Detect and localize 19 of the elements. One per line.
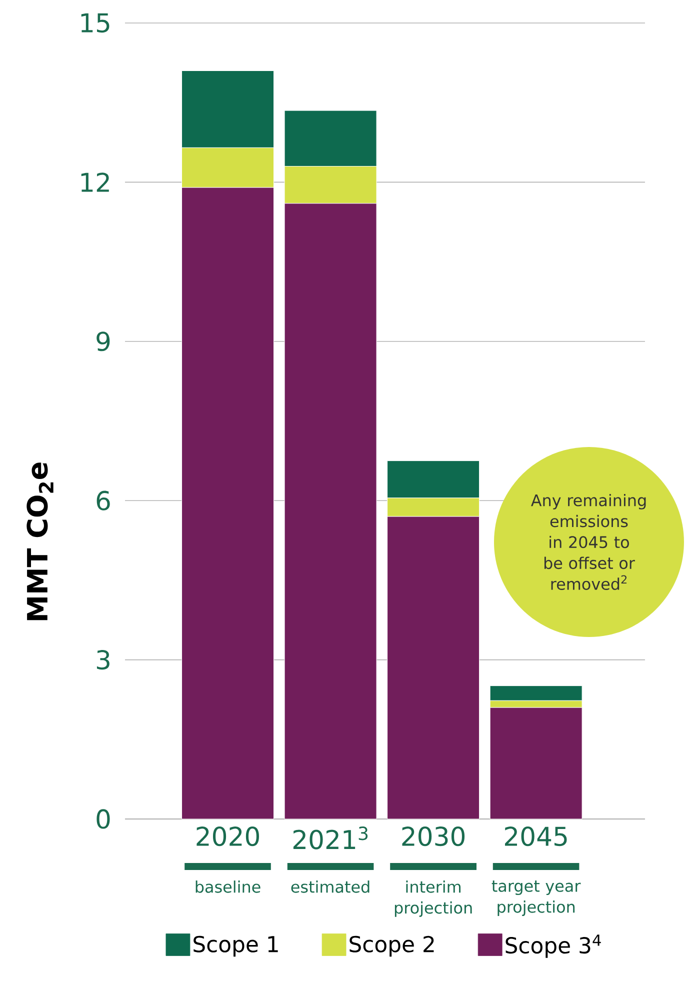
y-tick-label: 15 bbox=[81, 13, 110, 33]
y-tick-label: 6 bbox=[96, 490, 110, 510]
legend-label: Scope 1 bbox=[194, 936, 278, 957]
x-tick-label: 2045 bbox=[505, 826, 567, 846]
y-axis-title: MMT CO$_{2}$e bbox=[26, 462, 54, 620]
x-tick-label: 2021$^{3}$ bbox=[293, 826, 368, 850]
y-tick-label: 3 bbox=[96, 650, 110, 670]
y-tick-label: 12 bbox=[81, 172, 109, 192]
text: baseline bbox=[196, 880, 260, 893]
legend-label: Scope 3$^{4}$ bbox=[506, 934, 601, 958]
y-tick-label: 0 bbox=[96, 809, 110, 829]
x-tick-label: 2030 bbox=[402, 826, 465, 846]
annotation: Any remaining emissions in 2045 to be offset or removed$^{2}$ bbox=[531, 494, 646, 590]
legend-label: Scope 2 bbox=[350, 936, 434, 957]
text: interim projection bbox=[394, 880, 472, 917]
text: target year projection bbox=[492, 880, 581, 916]
x-tick-label: 2020 bbox=[196, 826, 259, 846]
y-tick-label: 9 bbox=[96, 332, 110, 352]
text: estimated bbox=[291, 880, 370, 893]
